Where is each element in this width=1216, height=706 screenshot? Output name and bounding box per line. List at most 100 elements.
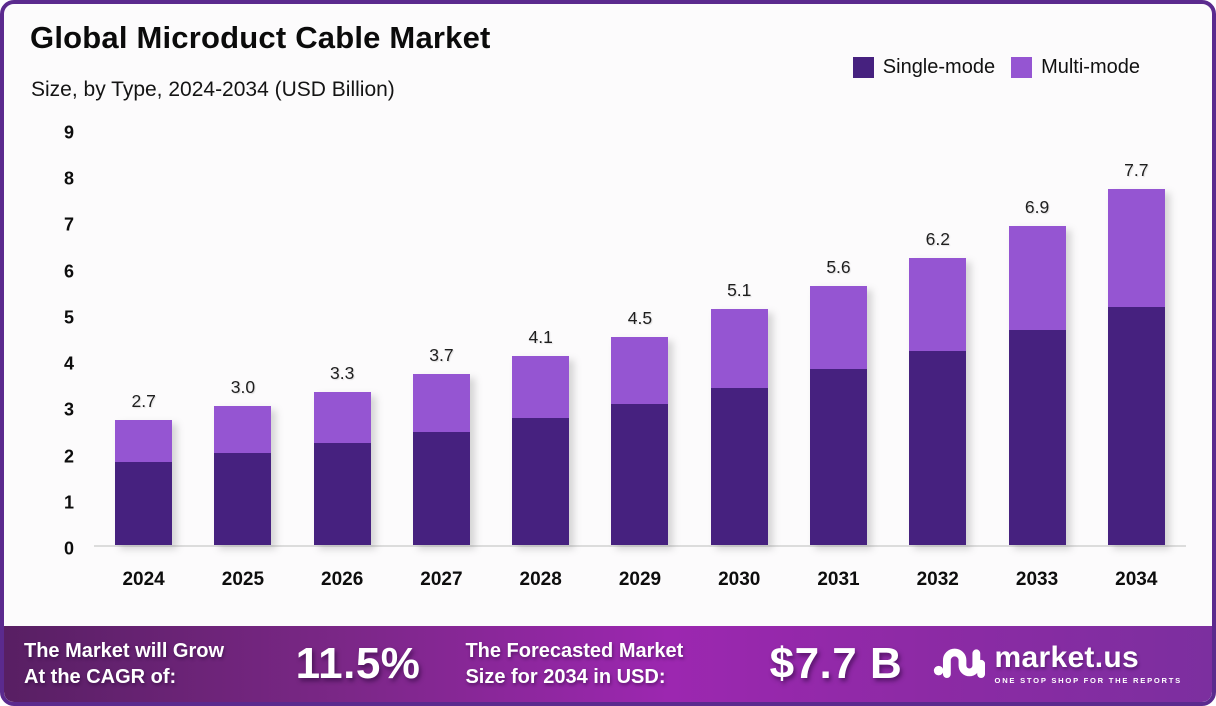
legend-swatch-icon bbox=[852, 57, 874, 78]
bar-column-2028: 4.1 bbox=[491, 326, 590, 545]
bar-total-label: 4.1 bbox=[528, 326, 553, 347]
bar-segment-multi-mode bbox=[214, 406, 272, 453]
chart-legend: Single-mode Multi-mode bbox=[852, 56, 1140, 79]
marketus-wave-icon bbox=[933, 640, 985, 689]
bar-segment-multi-mode bbox=[809, 286, 867, 370]
x-axis-labels: 2024 2025 2026 2027 2028 2029 2030 2031 2032 2033… bbox=[94, 569, 1186, 591]
cagr-label-line1: The Market will Grow bbox=[24, 640, 225, 662]
bar-segment-multi-mode bbox=[1107, 189, 1165, 307]
bar-stack-2026 bbox=[313, 392, 371, 545]
page-title: Global Microduct Cable Market bbox=[30, 20, 491, 55]
bar-segment-single-mode bbox=[1107, 306, 1165, 545]
bar-column-2033: 6.9 bbox=[987, 197, 1086, 545]
bar-column-2029: 4.5 bbox=[590, 308, 689, 545]
bar-stack-2034 bbox=[1107, 189, 1165, 545]
x-tick-2034: 2034 bbox=[1115, 569, 1158, 590]
x-tick-2027: 2027 bbox=[420, 569, 463, 590]
bar-stack-2031 bbox=[809, 286, 867, 545]
bar-stack-2033 bbox=[1008, 226, 1066, 545]
x-tick-2032: 2032 bbox=[916, 569, 959, 590]
bar-total-label: 3.0 bbox=[230, 377, 256, 398]
page-subtitle: Size, by Type, 2024-2034 (USD Billion) bbox=[31, 78, 395, 101]
cagr-label-line2: At the CAGR of: bbox=[24, 666, 177, 688]
bar-column-2034: 7.7 bbox=[1087, 160, 1186, 545]
logo-tagline: ONE STOP SHOP FOR THE REPORTS bbox=[994, 676, 1182, 686]
y-tick-1: 1 bbox=[63, 492, 74, 513]
bar-segment-single-mode bbox=[313, 443, 371, 545]
forecast-label-line2: Size for 2034 in USD: bbox=[465, 666, 666, 688]
forecast-label: The Forecasted Market Size for 2034 in U… bbox=[465, 638, 769, 690]
logo-name: market.us bbox=[994, 641, 1139, 675]
bar-segment-single-mode bbox=[412, 431, 470, 545]
x-tick-2028: 2028 bbox=[519, 569, 562, 590]
bar-segment-multi-mode bbox=[115, 420, 173, 462]
bar-segment-single-mode bbox=[1008, 330, 1066, 545]
y-tick-9: 9 bbox=[63, 122, 74, 143]
x-tick-2025: 2025 bbox=[221, 569, 265, 590]
bar-stack-2025 bbox=[214, 406, 272, 545]
bar-segment-single-mode bbox=[710, 387, 768, 545]
x-tick-2030: 2030 bbox=[718, 569, 761, 590]
bar-column-2031: 5.6 bbox=[789, 257, 888, 545]
bar-stack-2028 bbox=[512, 355, 570, 545]
bar-segment-multi-mode bbox=[1008, 226, 1066, 331]
cagr-label: The Market will Grow At the CAGR of: bbox=[24, 638, 296, 690]
bar-segment-multi-mode bbox=[909, 258, 967, 351]
y-tick-7: 7 bbox=[63, 214, 74, 235]
forecast-value: $7.7 B bbox=[769, 639, 903, 688]
legend-item-single-mode: Single-mode bbox=[852, 56, 996, 79]
y-tick-0: 0 bbox=[63, 538, 74, 559]
bar-segment-single-mode bbox=[214, 452, 272, 545]
bar-total-label: 2.7 bbox=[131, 391, 156, 412]
bar-total-label: 5.6 bbox=[826, 257, 851, 278]
legend-label: Multi-mode bbox=[1041, 56, 1140, 78]
bar-total-label: 6.2 bbox=[925, 229, 950, 250]
bar-stack-2029 bbox=[611, 337, 669, 545]
cagr-value: 11.5% bbox=[295, 639, 421, 688]
legend-label: Single-mode bbox=[882, 56, 996, 78]
bar-segment-multi-mode bbox=[512, 355, 570, 418]
y-axis: 0 1 2 3 4 5 6 7 8 9 bbox=[30, 123, 82, 559]
bar-segment-single-mode bbox=[809, 369, 867, 545]
x-tick-2024: 2024 bbox=[122, 569, 165, 590]
bar-total-label: 4.5 bbox=[627, 308, 653, 329]
bar-stack-2024 bbox=[115, 420, 173, 545]
bar-total-label: 3.3 bbox=[330, 363, 355, 384]
y-tick-8: 8 bbox=[63, 168, 74, 189]
bar-total-label: 6.9 bbox=[1024, 197, 1050, 218]
x-tick-2033: 2033 bbox=[1015, 569, 1059, 590]
bar-column-2030: 5.1 bbox=[690, 280, 789, 545]
bottom-banner: The Market will Grow At the CAGR of: 11.… bbox=[4, 626, 1212, 702]
y-tick-4: 4 bbox=[63, 353, 74, 374]
stacked-bar-chart: 0 1 2 3 4 5 6 7 8 9 2.7 3.0 3.3 3.7 4.1 4.5 5.1 5.6 6.2 6.… bbox=[30, 123, 1186, 601]
legend-item-multi-mode: Multi-mode bbox=[1011, 56, 1140, 79]
bar-stack-2027 bbox=[412, 374, 470, 545]
bar-total-label: 3.7 bbox=[429, 345, 454, 365]
y-tick-5: 5 bbox=[63, 307, 74, 328]
y-tick-6: 6 bbox=[63, 261, 74, 282]
logo-text-block: market.us ONE STOP SHOP FOR THE REPORTS bbox=[995, 643, 1182, 685]
y-tick-2: 2 bbox=[63, 446, 74, 467]
bar-segment-single-mode bbox=[611, 404, 669, 545]
bar-segment-multi-mode bbox=[611, 337, 669, 405]
bar-column-2032: 6.2 bbox=[888, 229, 987, 545]
x-tick-2026: 2026 bbox=[321, 569, 364, 590]
bar-segment-multi-mode bbox=[412, 374, 470, 432]
marketus-logo[interactable]: market.us ONE STOP SHOP FOR THE REPORTS bbox=[933, 640, 1182, 689]
y-tick-3: 3 bbox=[63, 399, 74, 420]
bar-column-2025: 3.0 bbox=[193, 377, 292, 545]
forecast-label-line1: The Forecasted Market bbox=[465, 640, 684, 662]
bar-column-2024: 2.7 bbox=[94, 391, 193, 545]
bar-segment-multi-mode bbox=[710, 309, 768, 388]
plot-area: 2.7 3.0 3.3 3.7 4.1 4.5 5.1 5.6 6.2 6.9 7.7 bbox=[94, 131, 1186, 547]
bar-segment-multi-mode bbox=[313, 392, 371, 444]
bar-total-label: 7.7 bbox=[1124, 160, 1149, 181]
bar-stack-2030 bbox=[710, 309, 768, 545]
bar-column-2027: 3.7 bbox=[392, 345, 491, 545]
bar-segment-single-mode bbox=[115, 461, 173, 545]
bar-column-2026: 3.3 bbox=[293, 363, 392, 545]
x-tick-2029: 2029 bbox=[618, 569, 662, 590]
bar-segment-single-mode bbox=[909, 350, 967, 545]
legend-swatch-icon bbox=[1011, 57, 1033, 78]
